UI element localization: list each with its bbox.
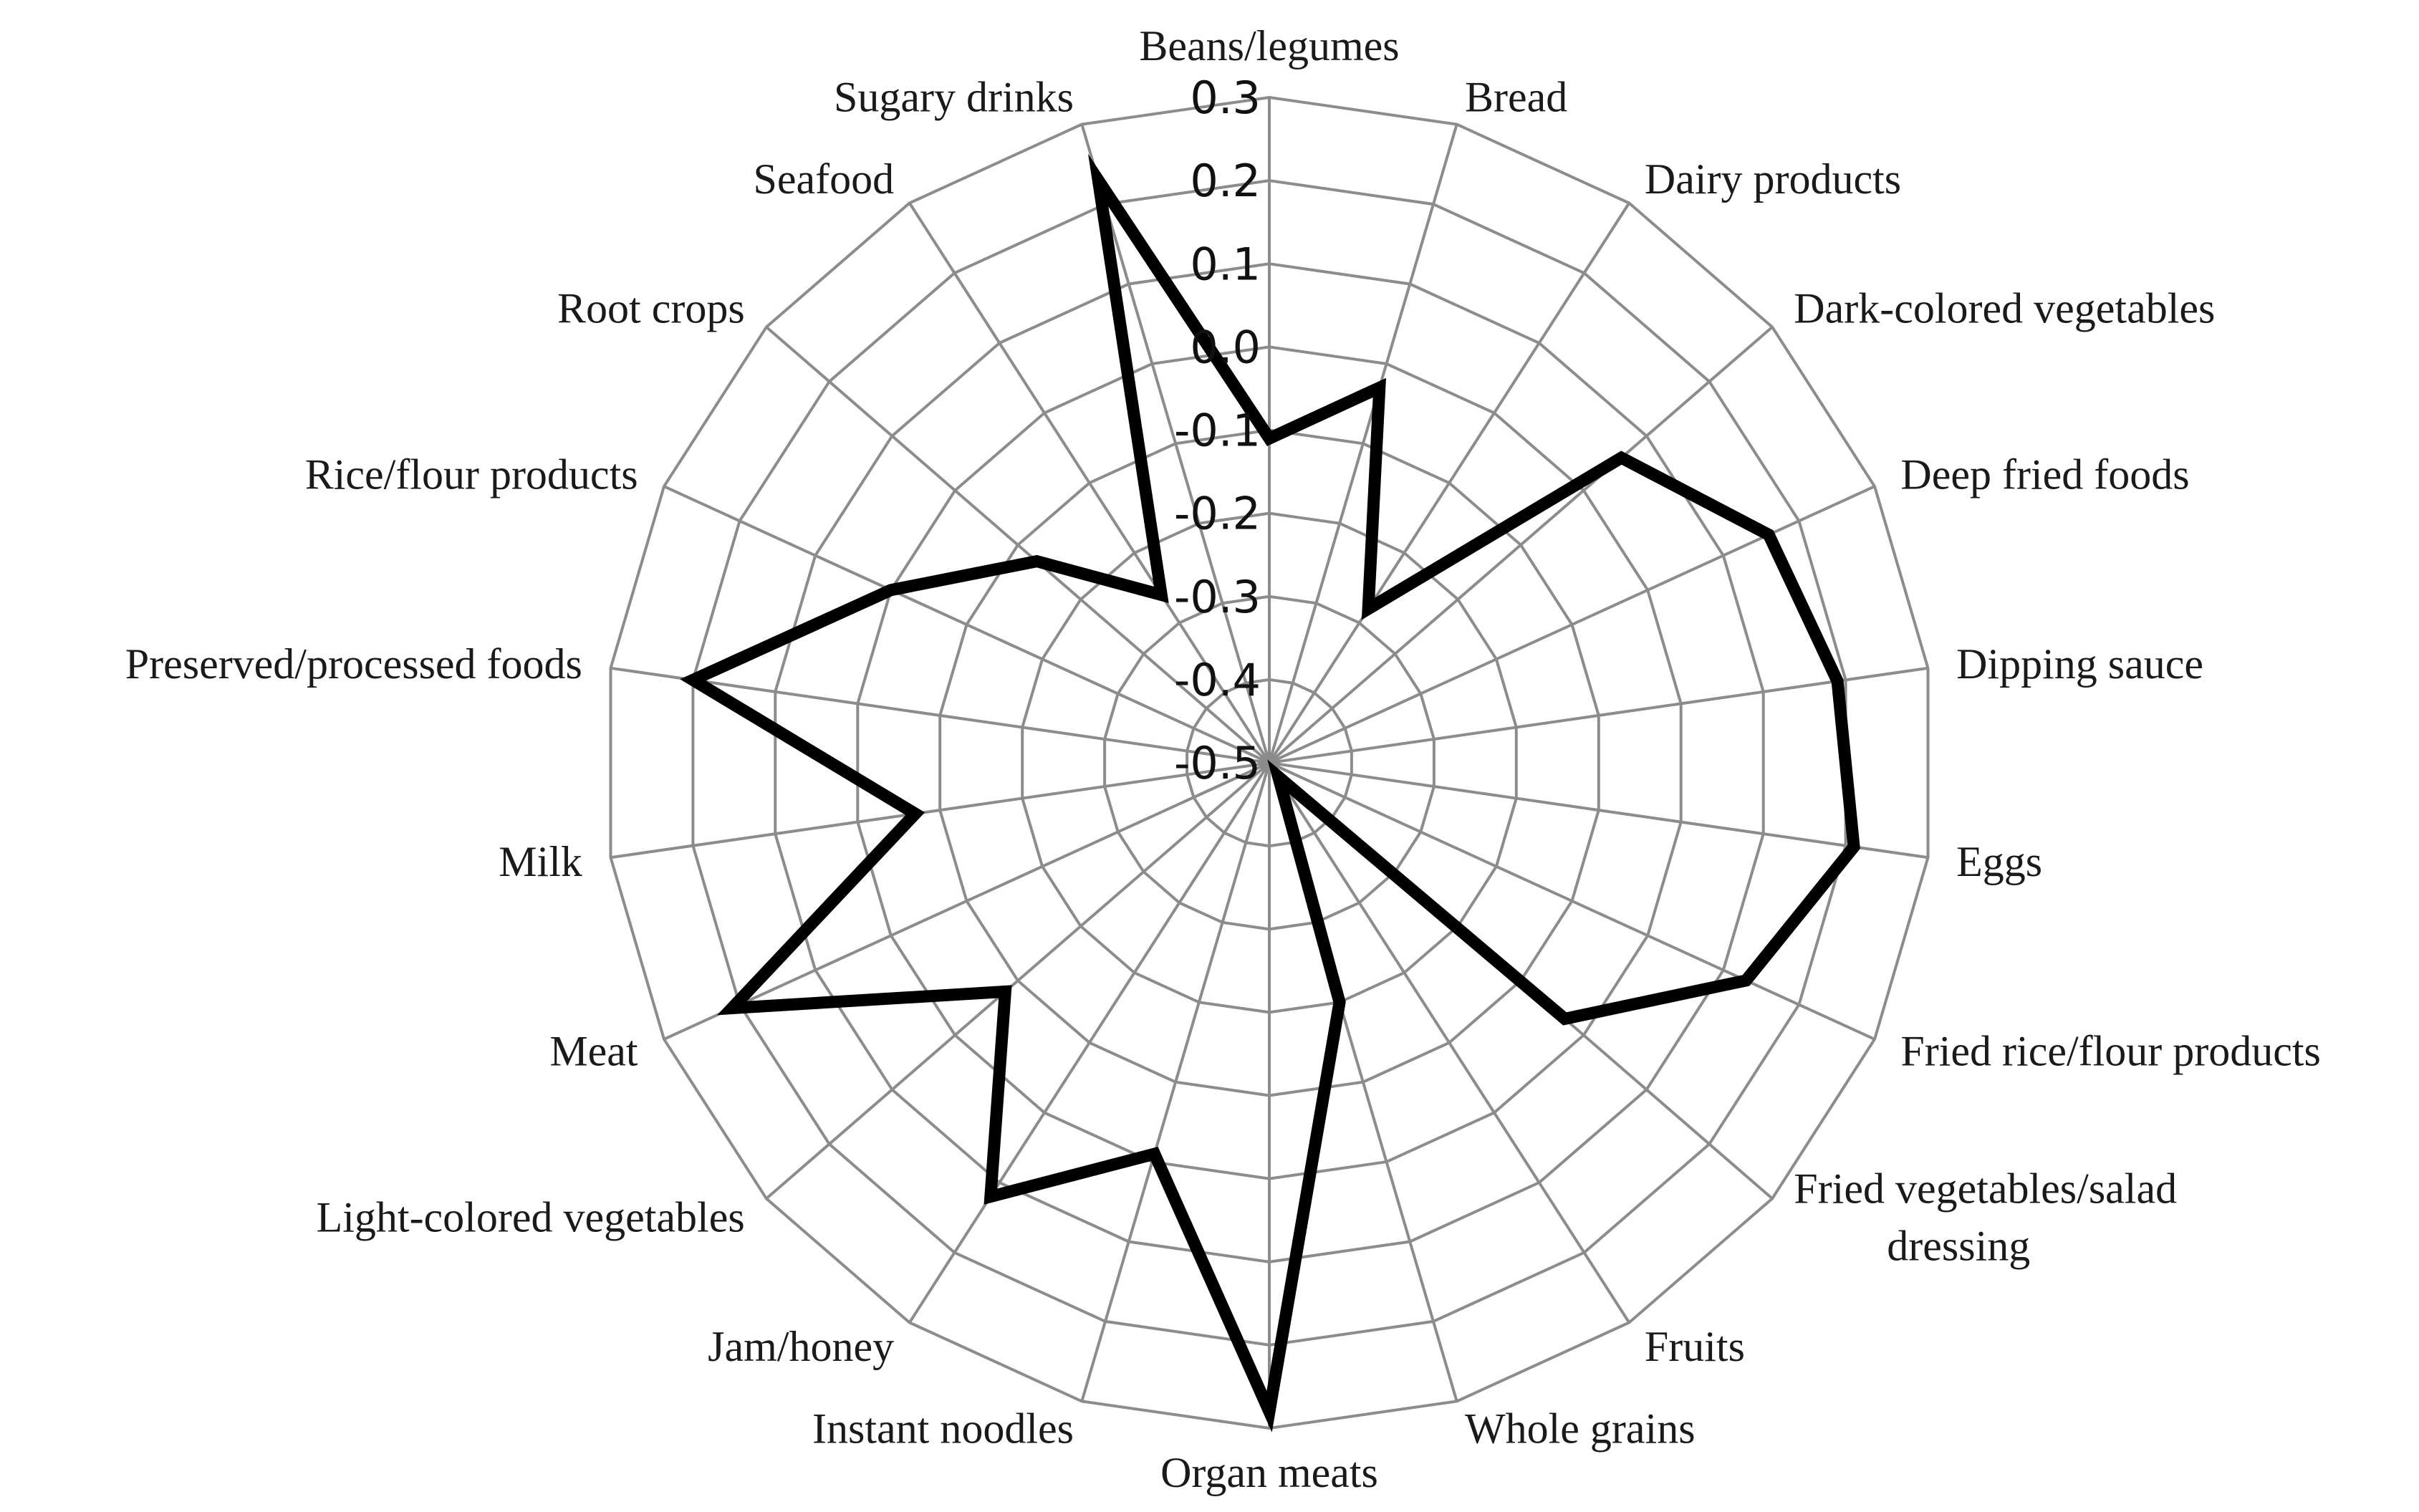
series-layer [680, 153, 1860, 1432]
category-label: Dairy products [1645, 155, 1901, 203]
axis-spoke [1268, 326, 1774, 764]
tick-label: -0.5 [1174, 737, 1261, 789]
category-label: Dipping sauce [1956, 640, 2203, 688]
data-point [1365, 606, 1372, 612]
tick-label: -0.1 [1174, 405, 1261, 457]
axis-spoke [1269, 666, 1928, 764]
category-label: Eggs [1956, 838, 2042, 885]
tick-label: -0.3 [1174, 571, 1261, 623]
data-point [1034, 558, 1040, 564]
data-point [1376, 385, 1382, 391]
category-label: Rice/flour products [305, 451, 638, 499]
category-label: Organ meats [1160, 1449, 1378, 1496]
tick-label: 0.3 [1190, 72, 1261, 124]
category-label: Fried rice/flour products [1900, 1028, 2321, 1075]
data-point [1158, 592, 1165, 598]
category-label: Root crops [557, 284, 745, 332]
axis-spoke [1269, 761, 1875, 1041]
category-label: Fried vegetables/salad dressing [1794, 1165, 2177, 1270]
axis-spoke [908, 761, 1271, 1324]
data-point [1766, 531, 1772, 538]
data-point [729, 1005, 735, 1011]
tick-label: 0.0 [1190, 321, 1261, 373]
grid-layer [609, 95, 1930, 1430]
tick-labels: 0.3 0.2 0.1 0.0 -0.1 -0.2 -0.3 -0.4 -0.5 [1174, 72, 1261, 789]
axis-spoke [765, 326, 1271, 764]
tick-label: -0.2 [1174, 488, 1261, 540]
axis-spoke [1269, 761, 1928, 859]
category-label: Instant noodles [812, 1405, 1074, 1453]
data-point [1851, 844, 1857, 850]
data-point [987, 1193, 994, 1200]
data-point [1275, 774, 1281, 780]
category-label: Meat [549, 1028, 638, 1075]
category-label: Bread [1465, 73, 1567, 120]
tick-label: 0.2 [1190, 155, 1261, 207]
category-label: Preserved/processed foods [125, 640, 582, 688]
category-label: Light-colored vegetables [317, 1194, 745, 1241]
axis-spoke [765, 761, 1271, 1200]
data-point [1618, 455, 1625, 461]
axis-spoke [610, 666, 1270, 764]
axis-spoke [908, 202, 1271, 764]
data-point [1002, 988, 1009, 995]
category-label: Dark-colored vegetables [1794, 284, 2215, 332]
category-labels: Beans/legumes Bread Dairy products Dark-col… [125, 22, 2321, 1496]
data-point [1743, 977, 1749, 983]
axis-spoke [1080, 124, 1271, 764]
data-point [1266, 435, 1272, 442]
axis-spoke [1268, 124, 1458, 764]
data-point [1151, 1151, 1158, 1157]
axis-spoke [610, 761, 1270, 859]
data-point [912, 811, 918, 817]
category-label: Jam/honey [708, 1323, 894, 1370]
axis-spoke [663, 485, 1270, 764]
category-label: Sugary drinks [834, 73, 1074, 120]
axis-spoke [1080, 762, 1271, 1402]
data-point [1266, 1408, 1272, 1415]
axis-spoke [1268, 761, 1630, 1324]
data-point [1095, 177, 1102, 183]
category-label: Beans/legumes [1139, 22, 1399, 69]
data-point [690, 677, 696, 683]
category-label: Seafood [753, 155, 894, 203]
axis-spoke [663, 761, 1270, 1041]
category-label: Deep fried foods [1900, 451, 2189, 499]
tick-label: -0.4 [1174, 654, 1261, 706]
axis-spoke [1268, 202, 1630, 764]
category-label: Whole grains [1465, 1405, 1696, 1453]
data-point [1834, 678, 1841, 684]
tick-label: 0.1 [1190, 238, 1261, 290]
data-point [888, 587, 894, 593]
category-label: Milk [499, 838, 582, 885]
category-label: Fruits [1645, 1323, 1745, 1370]
data-point [1337, 999, 1343, 1006]
data-point [1562, 1016, 1568, 1022]
